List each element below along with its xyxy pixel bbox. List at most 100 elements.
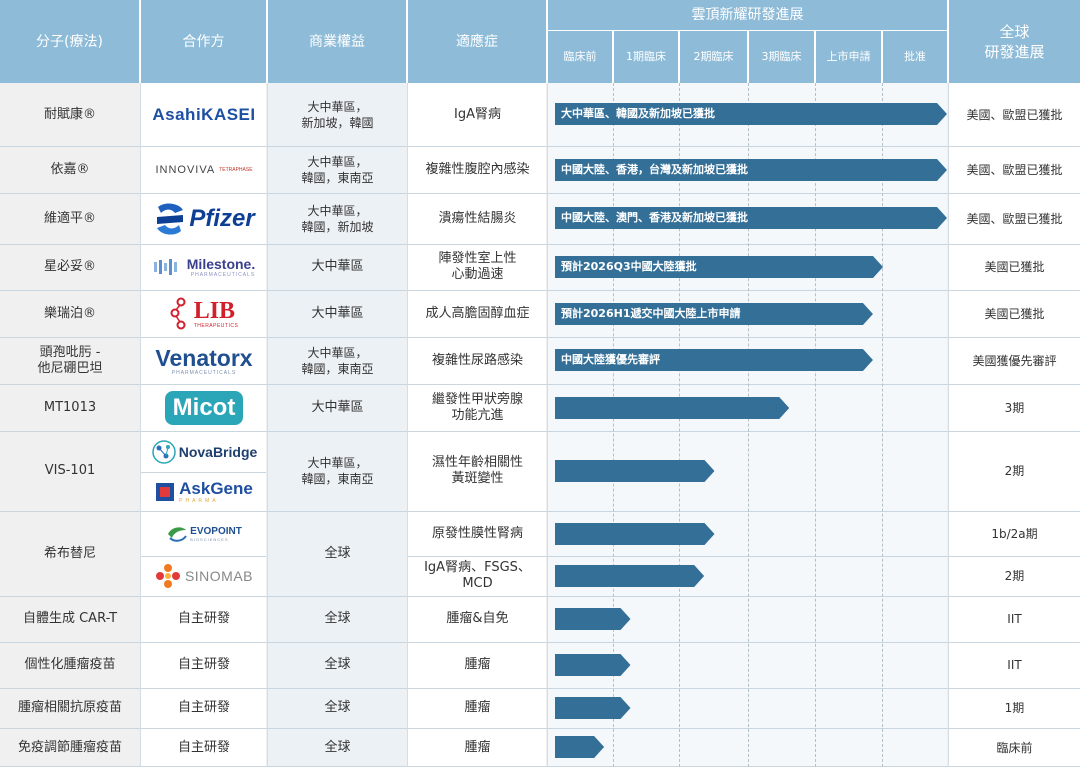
header-molecule: 分子(療法)	[0, 0, 139, 83]
pfizer-logo-icon: Pfizer	[141, 193, 267, 244]
header-stage-phase1: 1期臨床	[614, 31, 678, 83]
column-divider	[140, 83, 141, 767]
row-divider	[141, 472, 266, 473]
molecule-name: 依嘉®	[50, 161, 90, 177]
column-divider	[948, 83, 949, 767]
indication: 複雜性尿路感染	[431, 352, 523, 368]
progress-arrow	[555, 303, 873, 325]
lib-logo-icon: LIB THERAPEUTICS	[141, 290, 267, 337]
row-divider	[0, 596, 1080, 597]
row-divider	[408, 556, 1080, 557]
indication: 腫瘤&自免	[446, 611, 509, 626]
molecule-name: 個性化腫瘤疫苗	[24, 657, 116, 672]
column-divider	[407, 83, 408, 767]
stage-gridline	[613, 83, 614, 767]
commercial-rights: 全球	[324, 545, 351, 561]
progress-arrow-label: 預計2026H1遞交中國大陸上市申請	[561, 307, 741, 320]
molecule-name: 腫瘤相關抗原疫苗	[17, 700, 122, 715]
header-stage-filing: 上市申請	[816, 31, 881, 83]
global-status: 1期	[1004, 701, 1025, 715]
commercial-rights: 大中華區	[311, 399, 364, 415]
progress-arrow-label: 大中華區、韓國及新加坡已獲批	[561, 107, 715, 120]
header-stage-approval: 批准	[883, 31, 947, 83]
global-status: 美國已獲批	[984, 306, 1045, 321]
indication: 陣發性室上性 心動過速	[438, 251, 517, 282]
asahi-kasei-logo-icon: AsahiKASEI	[152, 104, 256, 124]
indication: 腫瘤	[464, 739, 491, 755]
row-divider	[0, 337, 1080, 338]
global-status: IIT	[1007, 612, 1022, 626]
progress-arrow	[555, 349, 873, 371]
progress-arrow	[555, 256, 883, 278]
column-divider	[547, 83, 548, 767]
molecule-name: 頭孢吡肟 - 他尼硼巴坦	[37, 344, 103, 376]
stage-gridline	[679, 83, 680, 767]
askgene-logo-icon: AskGene PHARMA	[141, 472, 267, 511]
row-divider	[0, 193, 1080, 194]
header-stage-phase2: 2期臨床	[680, 31, 747, 83]
header-rights: 商業權益	[268, 0, 406, 83]
row-divider	[0, 146, 1080, 147]
progress-arrow-label: 中國大陸、澳門、香港及新加坡已獲批	[561, 211, 748, 224]
indication: 潰瘍性結腸炎	[438, 210, 517, 226]
global-status: 美國、歐盟已獲批	[966, 211, 1063, 226]
progress-arrow-label: 預計2026Q3中國大陸獲批	[561, 260, 697, 273]
progress-arrow	[555, 736, 605, 758]
header-global: 全球 研發進展	[949, 0, 1080, 83]
global-status: 2期	[1004, 569, 1025, 583]
row-divider	[141, 556, 266, 557]
progress-arrow	[555, 565, 705, 587]
progress-arrow	[555, 654, 631, 676]
venatorx-logo-icon: Venatorx PHARMACEUTICALS	[155, 344, 253, 376]
indication: 成人高膽固醇血症	[425, 305, 530, 321]
partner-name: 自主研發	[177, 657, 230, 672]
global-status: 美國已獲批	[984, 260, 1045, 274]
commercial-rights: 大中華區	[311, 305, 364, 321]
progress-arrow	[555, 460, 715, 482]
header-partner: 合作方	[141, 0, 266, 83]
column-bg-indication	[408, 83, 546, 767]
row-divider	[0, 290, 1080, 291]
column-bg-rights	[268, 83, 406, 767]
commercial-rights: 全球	[324, 657, 351, 672]
molecule-name: 耐賦康®	[43, 106, 96, 122]
molecule-name: 自體生成 CAR-T	[22, 611, 118, 626]
row-divider	[0, 728, 1080, 729]
commercial-rights: 大中華區	[311, 259, 364, 274]
row-divider	[0, 244, 1080, 245]
partner-name: 自主研發	[177, 700, 230, 715]
commercial-rights: 大中華區， 韓國，東南亞	[301, 345, 374, 376]
partner-name: 自主研發	[177, 739, 230, 755]
global-status: IIT	[1007, 658, 1022, 672]
global-status: 2期	[1004, 464, 1025, 478]
commercial-rights: 大中華區， 韓國，東南亞	[301, 456, 374, 486]
commercial-rights: 全球	[324, 739, 351, 755]
commercial-rights: 大中華區， 韓國，新加坡	[301, 203, 374, 234]
molecule-name: 希布替尼	[43, 545, 96, 561]
progress-arrow	[555, 697, 631, 719]
molecule-name: 維適平®	[43, 210, 96, 226]
progress-arrow	[555, 103, 947, 125]
indication: 複雜性腹腔內感染	[425, 161, 530, 177]
partner-name: 自主研發	[177, 611, 230, 626]
column-bg-partner	[141, 83, 266, 767]
row-divider	[0, 642, 1080, 643]
molecule-name: VIS-101	[44, 463, 96, 478]
progress-arrow	[555, 159, 947, 181]
progress-arrow-label: 中國大陸、香港，台灣及新加坡已獲批	[561, 163, 748, 176]
indication: 腫瘤	[464, 700, 491, 715]
header-progress-title: 雲頂新耀研發進展	[548, 0, 947, 30]
global-status: 臨床前	[996, 740, 1033, 755]
indication: 腫瘤	[464, 657, 491, 672]
indication: IgA腎病、FSGS、 MCD	[424, 560, 531, 591]
commercial-rights: 全球	[324, 700, 351, 715]
innoviva-logo-icon: INNOVIVA TETRAPHASE	[155, 163, 253, 176]
novabridge-logo-icon: NovaBridge	[141, 431, 267, 472]
stage-gridline	[815, 83, 816, 767]
indication: 濕性年齡相關性 黃斑變性	[431, 455, 523, 486]
commercial-rights: 大中華區， 新加坡，韓國	[301, 99, 374, 130]
molecule-name: 免疫調節腫瘤疫苗	[17, 739, 122, 755]
global-status: 美國、歐盟已獲批	[966, 107, 1063, 122]
